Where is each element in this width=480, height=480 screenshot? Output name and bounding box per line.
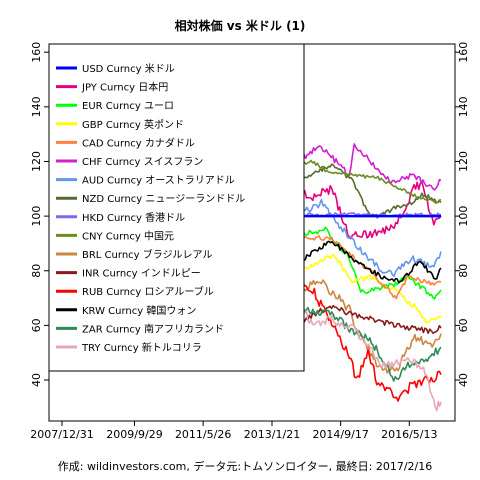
- chart-caption: 作成: wildinvestors.com, データ元:トムソンロイター, 最終…: [58, 459, 432, 473]
- y-tick-label-right: 120: [457, 151, 470, 172]
- x-tick-label: 2014/9/17: [312, 428, 368, 441]
- legend-label-usd: USD Curncy 米ドル: [82, 62, 175, 75]
- legend-label-brl: BRL Curncy ブラジルレアル: [82, 248, 212, 261]
- y-tick-label-left: 160: [30, 42, 43, 63]
- y-tick-label-left: 120: [30, 151, 43, 172]
- legend-box: [48, 43, 305, 372]
- y-tick-label-left: 140: [30, 96, 43, 117]
- x-tick-label: 2007/12/31: [30, 428, 93, 441]
- legend-label-jpy: JPY Curncy 日本円: [81, 81, 168, 94]
- legend-entries: USD Curncy 米ドル JPY Curncy 日本円 EUR Curncy ユ…: [56, 62, 245, 354]
- legend-label-gbp: GBP Curncy 英ポンド: [82, 118, 184, 131]
- y-tick-label-right: 100: [457, 206, 470, 227]
- chart-title: 相対株価 vs 米ドル (1): [175, 18, 306, 33]
- legend-label-chf: CHF Curncy スイスフラン: [82, 156, 203, 168]
- y-tick-label-left: 60: [30, 318, 43, 332]
- legend-label-aud: AUD Curncy オーストラリアドル: [82, 175, 235, 187]
- y-tick-label-right: 80: [457, 264, 470, 278]
- x-tick-label: 2013/1/21: [244, 428, 300, 441]
- legend-label-cny: CNY Curncy 中国元: [82, 229, 174, 242]
- x-tick-label: 2016/5/13: [381, 428, 437, 441]
- y-tick-label-left: 40: [30, 373, 43, 387]
- axis-layer: 40 40 60 60 80 80 100 100 120 120 140 140 160 160 2007…: [30, 42, 470, 441]
- y-tick-label-right: 60: [457, 318, 470, 332]
- legend-label-rub: RUB Curncy ロシアルーブル: [82, 285, 214, 298]
- y-tick-label-left: 80: [30, 264, 43, 278]
- y-tick-label-right: 160: [457, 42, 470, 63]
- legend-label-hkd: HKD Curncy 香港ドル: [82, 212, 185, 224]
- legend-label-zar: ZAR Curncy 南アフリカランド: [82, 322, 224, 335]
- x-tick-label: 2009/9/29: [106, 428, 162, 441]
- legend-label-inr: INR Curncy インドルピー: [82, 268, 201, 280]
- y-tick-label-right: 40: [457, 373, 470, 387]
- y-tick-label-left: 100: [30, 206, 43, 227]
- legend-label-try: TRY Curncy 新トルコリラ: [81, 341, 202, 354]
- legend-label-eur: EUR Curncy ユーロ: [82, 101, 174, 112]
- y-tick-label-right: 140: [457, 96, 470, 117]
- legend-label-cad: CAD Curncy カナダドル: [82, 136, 195, 149]
- legend-label-nzd: NZD Curncy ニュージーランドドル: [82, 193, 245, 205]
- legend: USD Curncy 米ドル JPY Curncy 日本円 EUR Curncy ユ…: [48, 43, 305, 372]
- x-tick-label: 2011/5/26: [175, 428, 231, 441]
- legend-label-krw: KRW Curncy 韓国ウォン: [82, 305, 196, 317]
